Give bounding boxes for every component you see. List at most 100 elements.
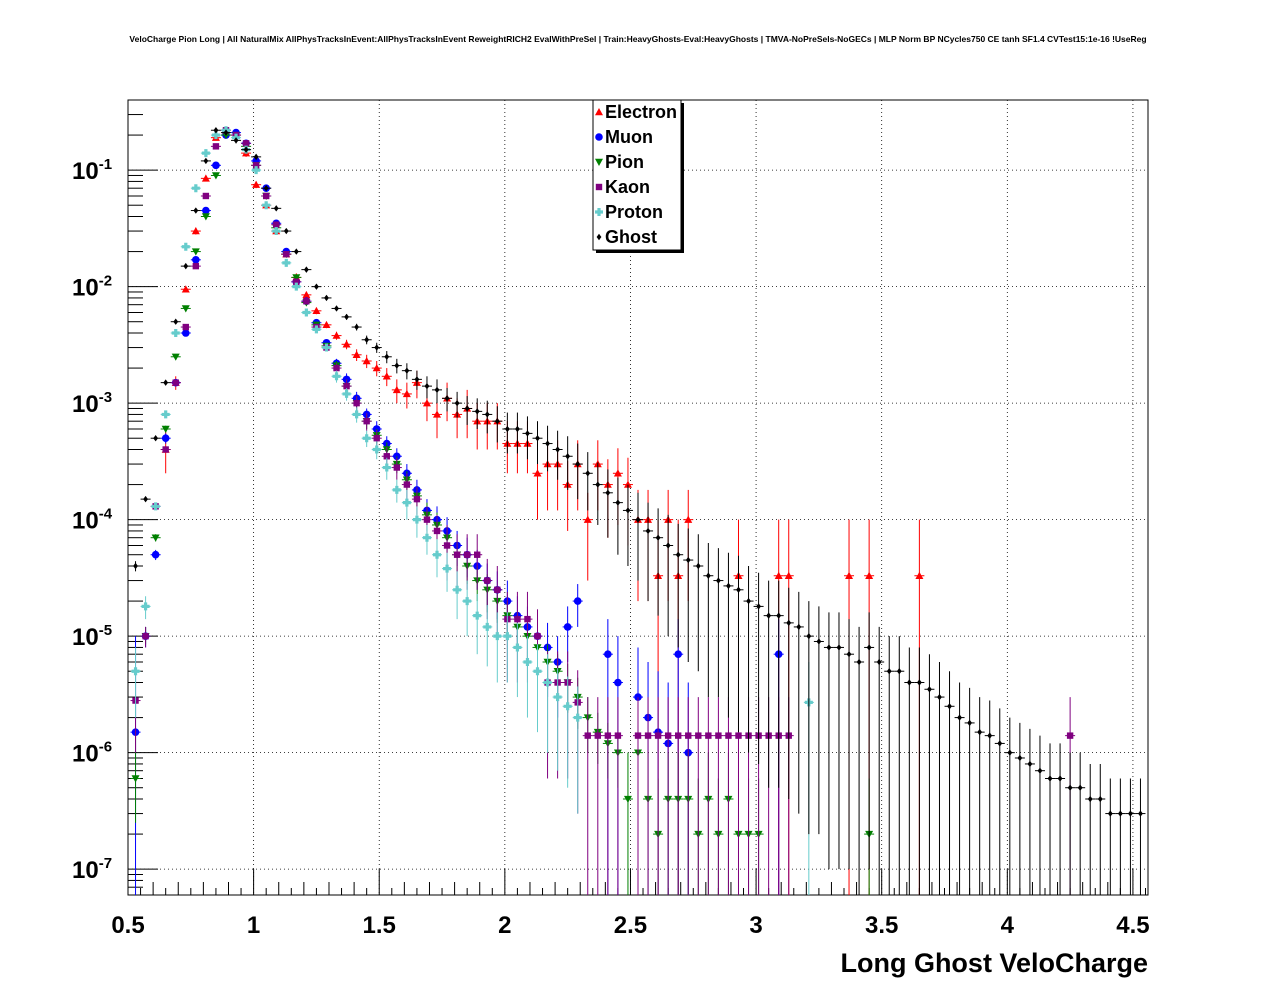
legend-marker bbox=[595, 133, 603, 141]
data-point bbox=[663, 697, 674, 895]
point-marker bbox=[162, 446, 169, 453]
point-marker bbox=[1007, 749, 1013, 756]
data-point bbox=[994, 708, 1005, 895]
legend-item-ghost: Ghost bbox=[596, 227, 657, 247]
data-point bbox=[381, 368, 392, 387]
legend-marker bbox=[595, 183, 603, 191]
data-point bbox=[713, 697, 724, 895]
point-marker bbox=[725, 732, 732, 739]
data-point bbox=[743, 566, 754, 753]
axis-ticks bbox=[127, 99, 1146, 896]
point-marker bbox=[211, 131, 220, 140]
y-tick-label: 10-5 bbox=[72, 622, 112, 651]
point-marker bbox=[183, 262, 189, 270]
y-tick-label: 10-2 bbox=[72, 273, 112, 302]
point-marker bbox=[384, 353, 390, 360]
data-point bbox=[160, 433, 171, 444]
point-marker bbox=[886, 668, 892, 675]
data-point bbox=[492, 612, 503, 683]
data-point bbox=[452, 571, 463, 620]
point-marker bbox=[394, 362, 400, 369]
data-point bbox=[160, 379, 171, 386]
point-marker bbox=[625, 507, 631, 514]
point-marker bbox=[957, 714, 962, 721]
point-marker bbox=[484, 577, 491, 584]
data-point bbox=[311, 325, 322, 334]
point-marker bbox=[334, 305, 339, 312]
data-point bbox=[884, 636, 895, 895]
point-marker bbox=[715, 732, 722, 739]
data-point bbox=[723, 552, 734, 718]
legend-item-proton: Proton bbox=[595, 202, 663, 222]
data-point bbox=[331, 370, 342, 383]
data-point bbox=[180, 305, 191, 313]
data-point bbox=[371, 342, 382, 353]
point-marker bbox=[273, 205, 279, 212]
point-marker bbox=[906, 679, 912, 686]
point-marker bbox=[685, 556, 691, 564]
data-point bbox=[602, 469, 613, 538]
data-point bbox=[653, 697, 664, 895]
data-point bbox=[190, 184, 201, 193]
point-marker bbox=[774, 571, 783, 579]
data-point bbox=[180, 262, 191, 270]
data-point bbox=[301, 266, 312, 273]
data-point bbox=[823, 612, 834, 870]
y-tick-label: 10-6 bbox=[72, 739, 112, 768]
point-marker bbox=[181, 242, 190, 251]
data-point bbox=[180, 242, 191, 251]
legend-item-pion: Pion bbox=[595, 152, 644, 172]
point-marker bbox=[664, 732, 672, 739]
point-marker bbox=[131, 667, 140, 676]
point-marker bbox=[363, 417, 370, 425]
point-marker bbox=[201, 174, 210, 182]
data-point bbox=[361, 413, 372, 431]
data-point bbox=[281, 227, 292, 235]
data-point bbox=[542, 425, 553, 472]
point-marker bbox=[362, 434, 371, 443]
data-point bbox=[1095, 763, 1106, 895]
point-marker bbox=[343, 382, 350, 390]
data-point bbox=[934, 661, 945, 895]
point-marker bbox=[463, 551, 471, 558]
data-point bbox=[160, 446, 171, 453]
point-marker bbox=[513, 643, 522, 652]
point-marker bbox=[1138, 810, 1143, 817]
data-point bbox=[281, 258, 292, 267]
data-point bbox=[160, 425, 171, 433]
point-marker bbox=[273, 221, 280, 228]
point-marker bbox=[293, 278, 300, 286]
data-point bbox=[532, 421, 543, 465]
point-marker bbox=[453, 551, 461, 558]
point-marker bbox=[796, 623, 802, 631]
point-marker bbox=[736, 586, 741, 593]
point-marker bbox=[434, 386, 440, 394]
data-point bbox=[432, 379, 443, 404]
point-marker bbox=[202, 192, 210, 200]
data-point bbox=[261, 201, 272, 210]
point-marker bbox=[332, 372, 341, 381]
point-marker bbox=[181, 329, 190, 337]
point-marker bbox=[233, 137, 239, 144]
data-point bbox=[301, 297, 312, 305]
data-point bbox=[442, 552, 453, 592]
data-point bbox=[472, 398, 483, 429]
point-marker bbox=[665, 542, 671, 549]
data-point bbox=[592, 697, 603, 895]
point-marker bbox=[312, 325, 321, 334]
data-point bbox=[1085, 763, 1096, 895]
point-marker bbox=[424, 382, 430, 390]
point-marker bbox=[594, 732, 602, 739]
x-tick-label: 1 bbox=[247, 912, 260, 939]
point-marker bbox=[333, 364, 340, 372]
point-marker bbox=[534, 632, 541, 640]
legend-item-electron: Electron bbox=[595, 102, 677, 122]
point-marker bbox=[383, 453, 390, 460]
point-marker bbox=[302, 308, 311, 317]
data-point bbox=[974, 697, 985, 895]
data-point bbox=[261, 192, 272, 200]
point-marker bbox=[635, 516, 641, 523]
data-point bbox=[763, 580, 774, 788]
data-point bbox=[411, 370, 422, 390]
point-marker bbox=[422, 399, 431, 407]
